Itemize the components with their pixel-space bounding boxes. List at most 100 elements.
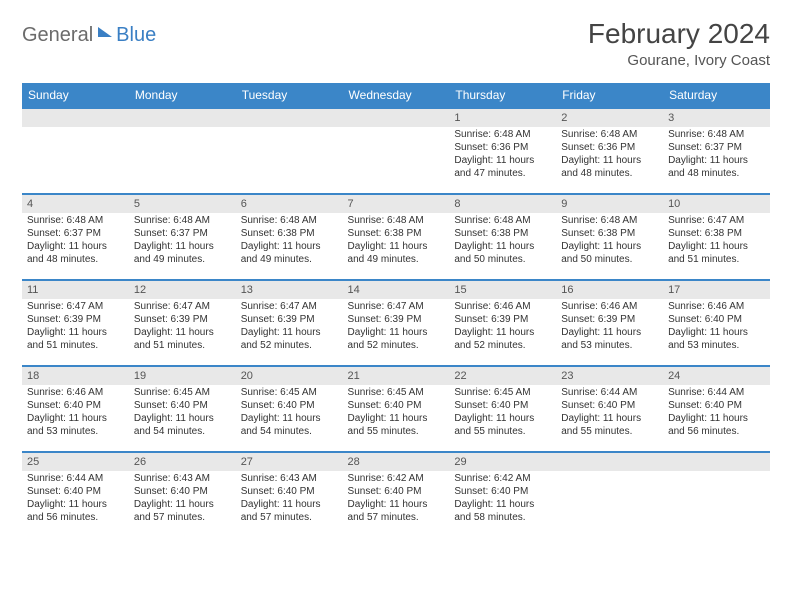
day-number: 3	[663, 109, 770, 127]
day-number: 5	[129, 195, 236, 213]
sunrise-line: Sunrise: 6:45 AM	[454, 386, 551, 399]
day-cell: 1Sunrise: 6:48 AMSunset: 6:36 PMDaylight…	[449, 108, 556, 194]
sunrise-line: Sunrise: 6:47 AM	[668, 214, 765, 227]
day-number: 16	[556, 281, 663, 299]
daylight-line: Daylight: 11 hours and 55 minutes.	[454, 412, 551, 438]
day-cell: 17Sunrise: 6:46 AMSunset: 6:40 PMDayligh…	[663, 280, 770, 366]
day-number: 21	[343, 367, 450, 385]
daynum-bar	[129, 109, 236, 127]
daylight-line: Daylight: 11 hours and 55 minutes.	[561, 412, 658, 438]
sunrise-line: Sunrise: 6:47 AM	[348, 300, 445, 313]
day-body: Sunrise: 6:48 AMSunset: 6:38 PMDaylight:…	[343, 213, 450, 270]
sunrise-line: Sunrise: 6:42 AM	[454, 472, 551, 485]
sunset-line: Sunset: 6:38 PM	[348, 227, 445, 240]
day-cell: 7Sunrise: 6:48 AMSunset: 6:38 PMDaylight…	[343, 194, 450, 280]
day-body: Sunrise: 6:48 AMSunset: 6:38 PMDaylight:…	[236, 213, 343, 270]
sunset-line: Sunset: 6:40 PM	[668, 399, 765, 412]
day-number: 15	[449, 281, 556, 299]
day-body: Sunrise: 6:43 AMSunset: 6:40 PMDaylight:…	[129, 471, 236, 528]
sunset-line: Sunset: 6:37 PM	[27, 227, 124, 240]
sunset-line: Sunset: 6:36 PM	[561, 141, 658, 154]
sunset-line: Sunset: 6:40 PM	[348, 485, 445, 498]
day-cell: 2Sunrise: 6:48 AMSunset: 6:36 PMDaylight…	[556, 108, 663, 194]
day-cell: 11Sunrise: 6:47 AMSunset: 6:39 PMDayligh…	[22, 280, 129, 366]
daylight-line: Daylight: 11 hours and 53 minutes.	[561, 326, 658, 352]
sunset-line: Sunset: 6:39 PM	[134, 313, 231, 326]
day-cell: 29Sunrise: 6:42 AMSunset: 6:40 PMDayligh…	[449, 452, 556, 538]
daylight-line: Daylight: 11 hours and 52 minutes.	[454, 326, 551, 352]
sunrise-line: Sunrise: 6:48 AM	[348, 214, 445, 227]
sunrise-line: Sunrise: 6:43 AM	[241, 472, 338, 485]
sunrise-line: Sunrise: 6:46 AM	[454, 300, 551, 313]
day-number: 23	[556, 367, 663, 385]
day-number: 6	[236, 195, 343, 213]
day-cell: 5Sunrise: 6:48 AMSunset: 6:37 PMDaylight…	[129, 194, 236, 280]
daynum-bar	[343, 109, 450, 127]
sunset-line: Sunset: 6:40 PM	[454, 399, 551, 412]
sunset-line: Sunset: 6:36 PM	[454, 141, 551, 154]
day-number: 29	[449, 453, 556, 471]
sunrise-line: Sunrise: 6:46 AM	[561, 300, 658, 313]
logo-text-general: General	[22, 24, 93, 47]
sunrise-line: Sunrise: 6:48 AM	[27, 214, 124, 227]
month-title: February 2024	[588, 18, 770, 50]
day-cell: 24Sunrise: 6:44 AMSunset: 6:40 PMDayligh…	[663, 366, 770, 452]
day-body: Sunrise: 6:45 AMSunset: 6:40 PMDaylight:…	[129, 385, 236, 442]
day-body: Sunrise: 6:45 AMSunset: 6:40 PMDaylight:…	[343, 385, 450, 442]
day-cell: 12Sunrise: 6:47 AMSunset: 6:39 PMDayligh…	[129, 280, 236, 366]
empty-cell	[343, 108, 450, 194]
day-cell: 3Sunrise: 6:48 AMSunset: 6:37 PMDaylight…	[663, 108, 770, 194]
day-number: 2	[556, 109, 663, 127]
day-body: Sunrise: 6:48 AMSunset: 6:38 PMDaylight:…	[556, 213, 663, 270]
daynum-bar	[236, 109, 343, 127]
day-body: Sunrise: 6:47 AMSunset: 6:38 PMDaylight:…	[663, 213, 770, 270]
daylight-line: Daylight: 11 hours and 47 minutes.	[454, 154, 551, 180]
day-number: 28	[343, 453, 450, 471]
day-body: Sunrise: 6:44 AMSunset: 6:40 PMDaylight:…	[663, 385, 770, 442]
location: Gourane, Ivory Coast	[588, 52, 770, 69]
day-body: Sunrise: 6:43 AMSunset: 6:40 PMDaylight:…	[236, 471, 343, 528]
day-body: Sunrise: 6:47 AMSunset: 6:39 PMDaylight:…	[129, 299, 236, 356]
daylight-line: Daylight: 11 hours and 51 minutes.	[134, 326, 231, 352]
daylight-line: Daylight: 11 hours and 55 minutes.	[348, 412, 445, 438]
sunrise-line: Sunrise: 6:45 AM	[134, 386, 231, 399]
sunset-line: Sunset: 6:40 PM	[241, 399, 338, 412]
day-body: Sunrise: 6:47 AMSunset: 6:39 PMDaylight:…	[343, 299, 450, 356]
day-cell: 26Sunrise: 6:43 AMSunset: 6:40 PMDayligh…	[129, 452, 236, 538]
empty-cell	[663, 452, 770, 538]
sunset-line: Sunset: 6:40 PM	[134, 399, 231, 412]
day-number: 26	[129, 453, 236, 471]
day-number: 22	[449, 367, 556, 385]
sunrise-line: Sunrise: 6:43 AM	[134, 472, 231, 485]
day-cell: 21Sunrise: 6:45 AMSunset: 6:40 PMDayligh…	[343, 366, 450, 452]
calendar-row: 11Sunrise: 6:47 AMSunset: 6:39 PMDayligh…	[22, 280, 770, 366]
day-cell: 10Sunrise: 6:47 AMSunset: 6:38 PMDayligh…	[663, 194, 770, 280]
daynum-bar	[22, 109, 129, 127]
sunset-line: Sunset: 6:40 PM	[27, 399, 124, 412]
sunset-line: Sunset: 6:39 PM	[348, 313, 445, 326]
day-number: 12	[129, 281, 236, 299]
calendar-body: 1Sunrise: 6:48 AMSunset: 6:36 PMDaylight…	[22, 108, 770, 538]
day-cell: 9Sunrise: 6:48 AMSunset: 6:38 PMDaylight…	[556, 194, 663, 280]
day-number: 9	[556, 195, 663, 213]
day-number: 24	[663, 367, 770, 385]
sunrise-line: Sunrise: 6:47 AM	[241, 300, 338, 313]
empty-cell	[556, 452, 663, 538]
day-cell: 6Sunrise: 6:48 AMSunset: 6:38 PMDaylight…	[236, 194, 343, 280]
sunset-line: Sunset: 6:38 PM	[668, 227, 765, 240]
day-number: 19	[129, 367, 236, 385]
day-cell: 25Sunrise: 6:44 AMSunset: 6:40 PMDayligh…	[22, 452, 129, 538]
day-cell: 20Sunrise: 6:45 AMSunset: 6:40 PMDayligh…	[236, 366, 343, 452]
sunrise-line: Sunrise: 6:44 AM	[668, 386, 765, 399]
day-cell: 13Sunrise: 6:47 AMSunset: 6:39 PMDayligh…	[236, 280, 343, 366]
daynum-bar	[663, 453, 770, 471]
sunset-line: Sunset: 6:40 PM	[454, 485, 551, 498]
sunrise-line: Sunrise: 6:44 AM	[27, 472, 124, 485]
day-cell: 16Sunrise: 6:46 AMSunset: 6:39 PMDayligh…	[556, 280, 663, 366]
weekday-header: Monday	[129, 83, 236, 108]
day-body: Sunrise: 6:48 AMSunset: 6:37 PMDaylight:…	[22, 213, 129, 270]
day-number: 8	[449, 195, 556, 213]
weekday-header: Tuesday	[236, 83, 343, 108]
day-number: 25	[22, 453, 129, 471]
sunset-line: Sunset: 6:38 PM	[241, 227, 338, 240]
